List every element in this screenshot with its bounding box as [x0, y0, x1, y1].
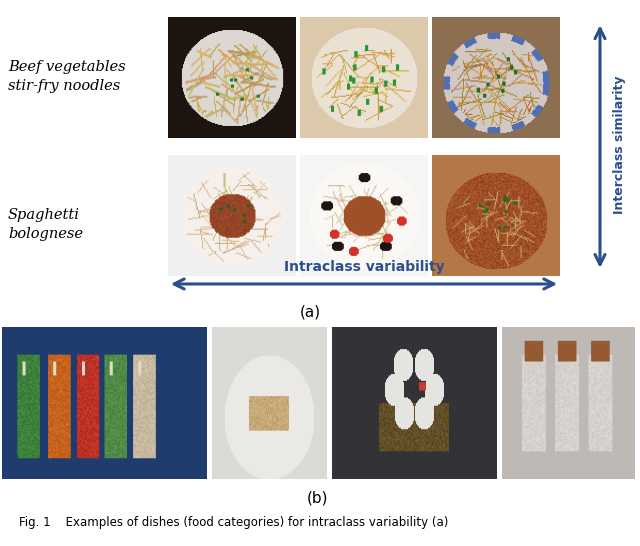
Text: Fig. 1    Examples of dishes (food categories) for intraclass variability (a): Fig. 1 Examples of dishes (food categori…	[19, 517, 449, 530]
Text: Intraclass variability: Intraclass variability	[284, 260, 444, 274]
Text: Beef vegetables
stir-fry noodles: Beef vegetables stir-fry noodles	[8, 60, 125, 93]
Text: Spaghetti
bolognese: Spaghetti bolognese	[8, 208, 83, 241]
Text: (b): (b)	[307, 490, 329, 505]
Text: (a): (a)	[300, 305, 321, 319]
Text: Interclass similarity: Interclass similarity	[614, 76, 627, 214]
